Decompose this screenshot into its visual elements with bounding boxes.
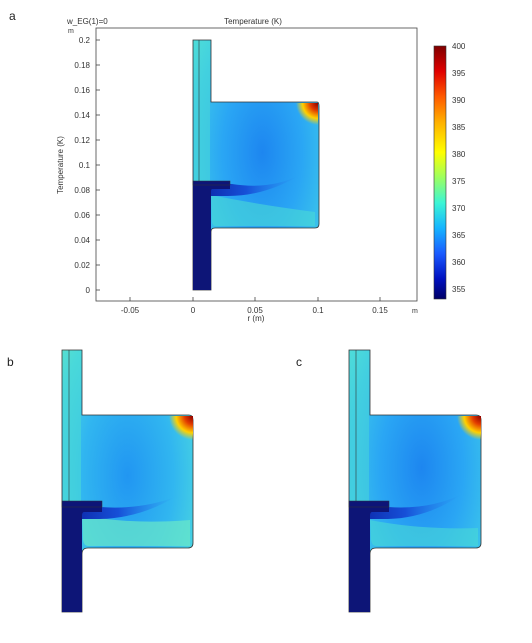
panel-c-field bbox=[348, 349, 482, 613]
x-ticks bbox=[129, 297, 381, 301]
y-tick-label: 0.02 bbox=[74, 261, 90, 270]
y-unit-label: m bbox=[68, 28, 74, 35]
colorbar bbox=[433, 45, 447, 300]
panel-a-plot: -0.05 0 0.05 0.1 0.15 0 0.02 0.04 0.06 0… bbox=[56, 17, 466, 323]
colorbar-tick-label: 365 bbox=[452, 231, 466, 240]
x-tick-label: 0 bbox=[191, 306, 196, 315]
y-tick-label: 0 bbox=[86, 286, 91, 295]
colorbar-tick-label: 385 bbox=[452, 123, 466, 132]
plot-title: Temperature (K) bbox=[224, 17, 282, 26]
colorbar-tick-label: 395 bbox=[452, 69, 466, 78]
x-tick-label: 0.15 bbox=[372, 306, 388, 315]
y-tick-label: 0.2 bbox=[79, 36, 91, 45]
panel-a-letter: a bbox=[9, 9, 16, 23]
colorbar-tick-label: 390 bbox=[452, 96, 466, 105]
colorbar-tick-label: 380 bbox=[452, 150, 466, 159]
colorbar-tick-label: 400 bbox=[452, 42, 466, 51]
x-tick-label: -0.05 bbox=[121, 306, 140, 315]
param-label: w_EG(1)=0 bbox=[66, 17, 108, 26]
x-tick-labels: -0.05 0 0.05 0.1 0.15 bbox=[121, 306, 388, 315]
colorbar-tick-label: 375 bbox=[452, 177, 466, 186]
y-tick-label: 0.12 bbox=[74, 136, 90, 145]
y-ticks bbox=[96, 39, 100, 291]
x-tick-label: 0.05 bbox=[247, 306, 263, 315]
panel-b-letter: b bbox=[7, 355, 14, 369]
y-tick-label: 0.1 bbox=[79, 161, 91, 170]
y-tick-label: 0.04 bbox=[74, 236, 90, 245]
y-tick-labels: 0 0.02 0.04 0.06 0.08 0.1 0.12 0.14 0.16… bbox=[74, 36, 90, 295]
y-tick-label: 0.18 bbox=[74, 61, 90, 70]
temperature-field-a bbox=[192, 39, 320, 291]
y-tick-label: 0.08 bbox=[74, 186, 90, 195]
x-unit-label: m bbox=[412, 308, 418, 315]
colorbar-tick-label: 370 bbox=[452, 204, 466, 213]
y-axis-label: Temperature (K) bbox=[56, 136, 65, 194]
y-tick-label: 0.06 bbox=[74, 211, 90, 220]
panel-c-letter: c bbox=[296, 355, 302, 369]
colorbar-tick-label: 360 bbox=[452, 258, 466, 267]
plot-frame bbox=[95, 27, 418, 302]
x-tick-label: 0.1 bbox=[312, 306, 324, 315]
x-axis-label: r (m) bbox=[248, 314, 265, 323]
y-tick-label: 0.14 bbox=[74, 111, 90, 120]
y-tick-label: 0.16 bbox=[74, 86, 90, 95]
panel-b-field bbox=[61, 349, 194, 613]
colorbar-tick-label: 355 bbox=[452, 285, 466, 294]
colorbar-ticks: 400 395 390 385 380 375 370 365 360 355 bbox=[452, 42, 466, 294]
